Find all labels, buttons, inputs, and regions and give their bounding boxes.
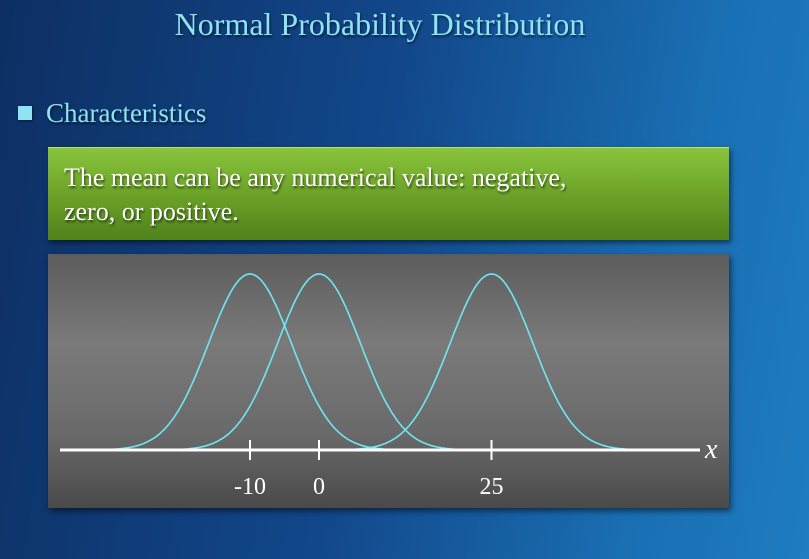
callout-box: The mean can be any numerical value: neg… [48, 147, 729, 240]
bullet-square-icon [18, 106, 32, 120]
x-tick-label-0: -10 [234, 474, 266, 500]
x-tick-label-2: 25 [480, 474, 504, 500]
normal-curve-2 [350, 273, 632, 451]
bullet-item: Characteristics [18, 96, 206, 130]
x-axis-label: x [704, 434, 718, 465]
callout-line-2: zero, or positive. [64, 197, 239, 226]
x-tick-label-1: 0 [313, 474, 325, 500]
bullet-label: Characteristics [46, 97, 207, 128]
normal-curve-1 [178, 273, 460, 451]
slide-title: Normal Probability Distribution [174, 6, 586, 42]
normal-curve-0 [109, 273, 391, 451]
chart-panel: x -10 0 25 [48, 254, 729, 508]
normal-curves-chart: x -10 0 25 [60, 273, 718, 500]
callout-line-1: The mean can be any numerical value: neg… [64, 163, 567, 192]
